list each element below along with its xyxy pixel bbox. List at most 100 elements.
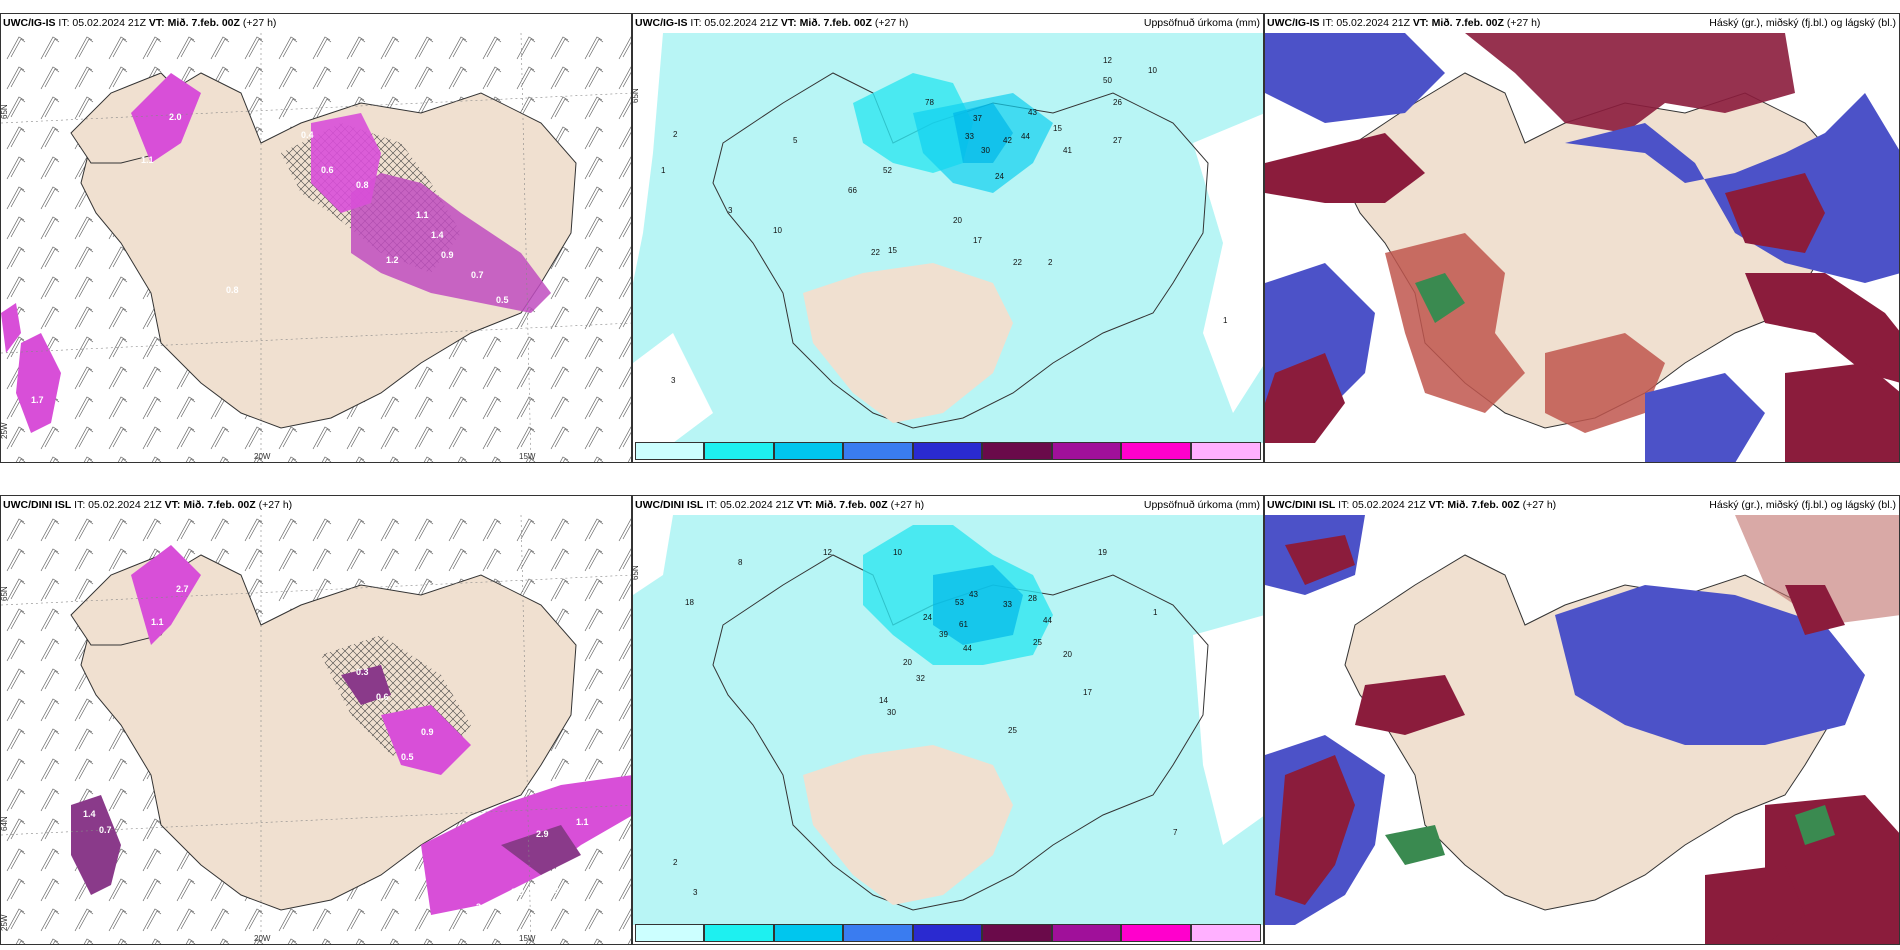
precip-number: 41 <box>1063 146 1072 155</box>
colorbar-tick-label: 400 <box>1191 943 1206 944</box>
wind-value: 2.9 <box>536 829 549 839</box>
panel-header: UWC/DINI ISL IT: 05.02.2024 21Z VT: Mið.… <box>1265 496 1899 515</box>
precip-number: 24 <box>923 613 932 622</box>
precip-number: 25 <box>1008 726 1017 735</box>
precip-number: 32 <box>916 674 925 683</box>
cloud-title: Háský (gr.), miðský (fj.bl.) og lágský (… <box>1709 17 1896 29</box>
wind-value: 0.7 <box>99 825 112 835</box>
panel-header: UWC/IG-IS IT: 05.02.2024 21Z VT: Mið. 7.… <box>633 14 1263 33</box>
precip-number: 14 <box>879 696 888 705</box>
wind-value: 0.9 <box>421 727 434 737</box>
panel-cloud-top: UWC/IG-IS IT: 05.02.2024 21Z VT: Mið. 7.… <box>1264 13 1900 463</box>
precip-number: 42 <box>1003 136 1012 145</box>
wind-value: 0.6 <box>321 165 334 175</box>
precip-number: 30 <box>981 146 990 155</box>
precip-title: Uppsöfnuð úrkoma (mm) <box>1143 17 1260 29</box>
wind-map: 2.0 1.1 0.4 0.6 0.8 1.4 1.2 0.7 0.5 0.9 … <box>1 33 631 462</box>
lat-label: 25W <box>1 914 9 931</box>
lon-label: 15W <box>519 452 536 461</box>
wind-map: 2.7 1.1 0.3 0.6 0.9 0.5 2.2 3.0 6.3 2.9 … <box>1 515 631 944</box>
precip-number: 33 <box>1003 600 1012 609</box>
lat-label: 65N <box>1 104 9 119</box>
precip-number: 30 <box>887 708 896 717</box>
lon-label: 20W <box>254 452 271 461</box>
precip-number: 22 <box>871 248 880 257</box>
wind-value: 1.4 <box>431 230 444 240</box>
precip-number: 27 <box>1113 136 1122 145</box>
panel-wind-bottom: UWC/DINI ISL IT: 05.02.2024 21Z VT: Mið.… <box>0 495 632 945</box>
precip-number: 2 <box>1048 258 1053 267</box>
precip-map: 53 43 24 39 33 28 44 61 44 20 32 14 25 2… <box>633 515 1263 925</box>
precip-number: 17 <box>1083 688 1092 697</box>
lat-label: 64N <box>1 816 9 831</box>
precip-number: 25 <box>1033 638 1042 647</box>
wind-value: 1.1 <box>416 210 429 220</box>
wind-value: 1.2 <box>386 255 399 265</box>
colorbar-tick-label: 150 <box>1052 943 1067 944</box>
wind-value: 1.1 <box>576 817 589 827</box>
wind-value: 1.4 <box>83 809 96 819</box>
precip-number: 66 <box>848 186 857 195</box>
precip-number: 12 <box>1103 56 1112 65</box>
cloud-title: Háský (gr.), miðský (fj.bl.) og lágský (… <box>1709 499 1896 511</box>
precip-number: 17 <box>973 236 982 245</box>
wind-value: 1.1 <box>151 617 164 627</box>
precip-number: 2 <box>673 858 678 867</box>
wind-value: 1.1 <box>141 155 154 165</box>
colorbar-tick-label: 1 <box>635 943 640 944</box>
wind-value: 0.6 <box>376 692 389 702</box>
precip-colorbar: 1 10 25 50 75 100 150 200 400 <box>635 924 1261 944</box>
precip-number: 44 <box>1021 132 1030 141</box>
precip-number: 20 <box>1063 650 1072 659</box>
precip-number: 1 <box>1223 316 1228 325</box>
precip-number: 3 <box>693 888 698 897</box>
lon-label: 20W <box>254 934 271 943</box>
wind-value: 0.5 <box>496 295 509 305</box>
wind-value: 0.3 <box>356 667 369 677</box>
colorbar-tick-label: 75 <box>913 943 923 944</box>
precip-number: 33 <box>965 132 974 141</box>
precip-title: Uppsöfnuð úrkoma (mm) <box>1143 499 1260 511</box>
panel-header: UWC/DINI ISL IT: 05.02.2024 21Z VT: Mið.… <box>1 496 631 515</box>
colorbar-tick-label: 25 <box>774 943 784 944</box>
lat-label: 25W <box>1 422 9 439</box>
colorbar-tick-label: 50 <box>843 943 853 944</box>
precip-number: 12 <box>823 548 832 557</box>
precip-number: 10 <box>893 548 902 557</box>
precip-number: 1 <box>1153 608 1158 617</box>
colorbar-tick-label: 200 <box>1121 461 1136 462</box>
wind-value: 2.0 <box>169 112 182 122</box>
precip-number: 5 <box>793 136 798 145</box>
colorbar-tick-label: 150 <box>1052 461 1067 462</box>
colorbar-tick-label: 25 <box>774 461 784 462</box>
wind-value: 0.8 <box>356 180 369 190</box>
precip-number: 3 <box>671 376 676 385</box>
colorbar-tick-label: 100 <box>982 943 997 944</box>
colorbar-tick-label: 200 <box>1121 943 1136 944</box>
wind-value: 6.3 <box>546 885 559 895</box>
colorbar-tick-label: 100 <box>982 461 997 462</box>
panel-wind-top: UWC/IG-IS IT: 05.02.2024 21Z VT: Mið. 7.… <box>0 13 632 463</box>
wind-value: 3.0 <box>476 902 489 912</box>
wind-value: 0.8 <box>226 285 239 295</box>
precip-number: 10 <box>1148 66 1157 75</box>
panel-header: UWC/IG-IS IT: 05.02.2024 21Z VT: Mið. 7.… <box>1265 14 1899 33</box>
precip-number: 26 <box>1113 98 1122 107</box>
precip-number: 20 <box>953 216 962 225</box>
lon-label: 15W <box>519 934 536 943</box>
precip-number: 20 <box>903 658 912 667</box>
precip-number: 53 <box>955 598 964 607</box>
colorbar-tick-label: 50 <box>843 461 853 462</box>
lat-label: 65N <box>1 586 9 601</box>
precip-number: 1 <box>661 166 666 175</box>
precip-number: 22 <box>1013 258 1022 267</box>
wind-value: 2.2 <box>511 887 524 897</box>
precip-number: 43 <box>969 590 978 599</box>
precip-number: 44 <box>1043 616 1052 625</box>
precip-number: 18 <box>685 598 694 607</box>
colorbar-tick-label: 75 <box>913 461 923 462</box>
precip-number: 78 <box>925 98 934 107</box>
precip-number: 2 <box>673 130 678 139</box>
precip-number: 52 <box>883 166 892 175</box>
precip-number: 28 <box>1028 594 1037 603</box>
